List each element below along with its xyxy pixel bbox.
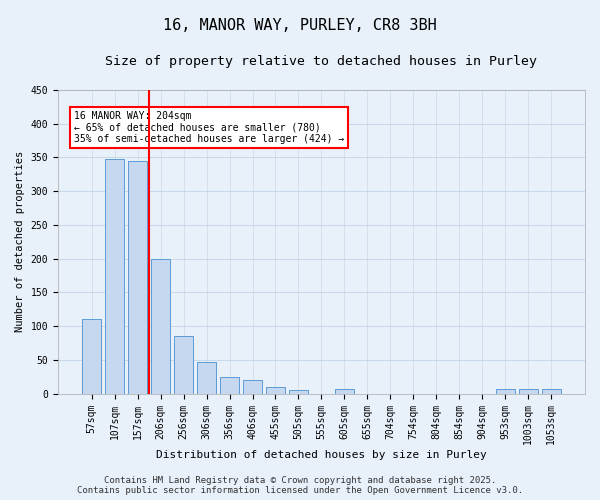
Bar [518, 389, 538, 394]
Bar [266, 387, 285, 394]
Text: 16, MANOR WAY, PURLEY, CR8 3BH: 16, MANOR WAY, PURLEY, CR8 3BH [163, 18, 437, 32]
Bar [151, 258, 170, 394]
Text: Contains HM Land Registry data © Crown copyright and database right 2025.
Contai: Contains HM Land Registry data © Crown c… [77, 476, 523, 495]
Bar [289, 390, 308, 394]
Bar [335, 389, 354, 394]
Bar [243, 380, 262, 394]
Bar [128, 161, 148, 394]
X-axis label: Distribution of detached houses by size in Purley: Distribution of detached houses by size … [156, 450, 487, 460]
Bar [197, 362, 217, 394]
Bar [542, 389, 561, 394]
Title: Size of property relative to detached houses in Purley: Size of property relative to detached ho… [106, 55, 538, 68]
Bar [82, 320, 101, 394]
Bar [496, 389, 515, 394]
Text: 16 MANOR WAY: 204sqm
← 65% of detached houses are smaller (780)
35% of semi-deta: 16 MANOR WAY: 204sqm ← 65% of detached h… [74, 112, 344, 144]
Bar [105, 159, 124, 394]
Bar [220, 376, 239, 394]
Bar [174, 336, 193, 394]
Y-axis label: Number of detached properties: Number of detached properties [15, 151, 25, 332]
